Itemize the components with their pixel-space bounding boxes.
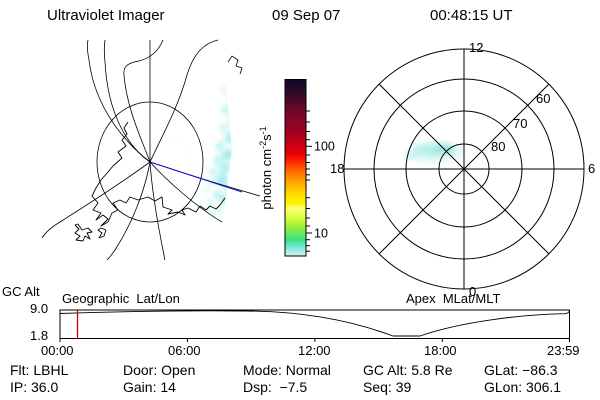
svg-text:06:00: 06:00	[168, 343, 201, 358]
svg-text:12:00: 12:00	[298, 343, 331, 358]
svg-text:Geographic Lat/Lon: Geographic Lat/Lon	[62, 291, 180, 306]
svg-text:18:00: 18:00	[424, 343, 457, 358]
svg-text:Apex MLat/MLT: Apex MLat/MLT	[406, 291, 500, 306]
svg-text:1.8: 1.8	[30, 328, 48, 343]
svg-text:9.0: 9.0	[30, 301, 48, 316]
svg-text:00:00: 00:00	[41, 343, 74, 358]
svg-text:23:59: 23:59	[547, 343, 580, 358]
svg-text:GC Alt: GC Alt	[2, 284, 40, 299]
